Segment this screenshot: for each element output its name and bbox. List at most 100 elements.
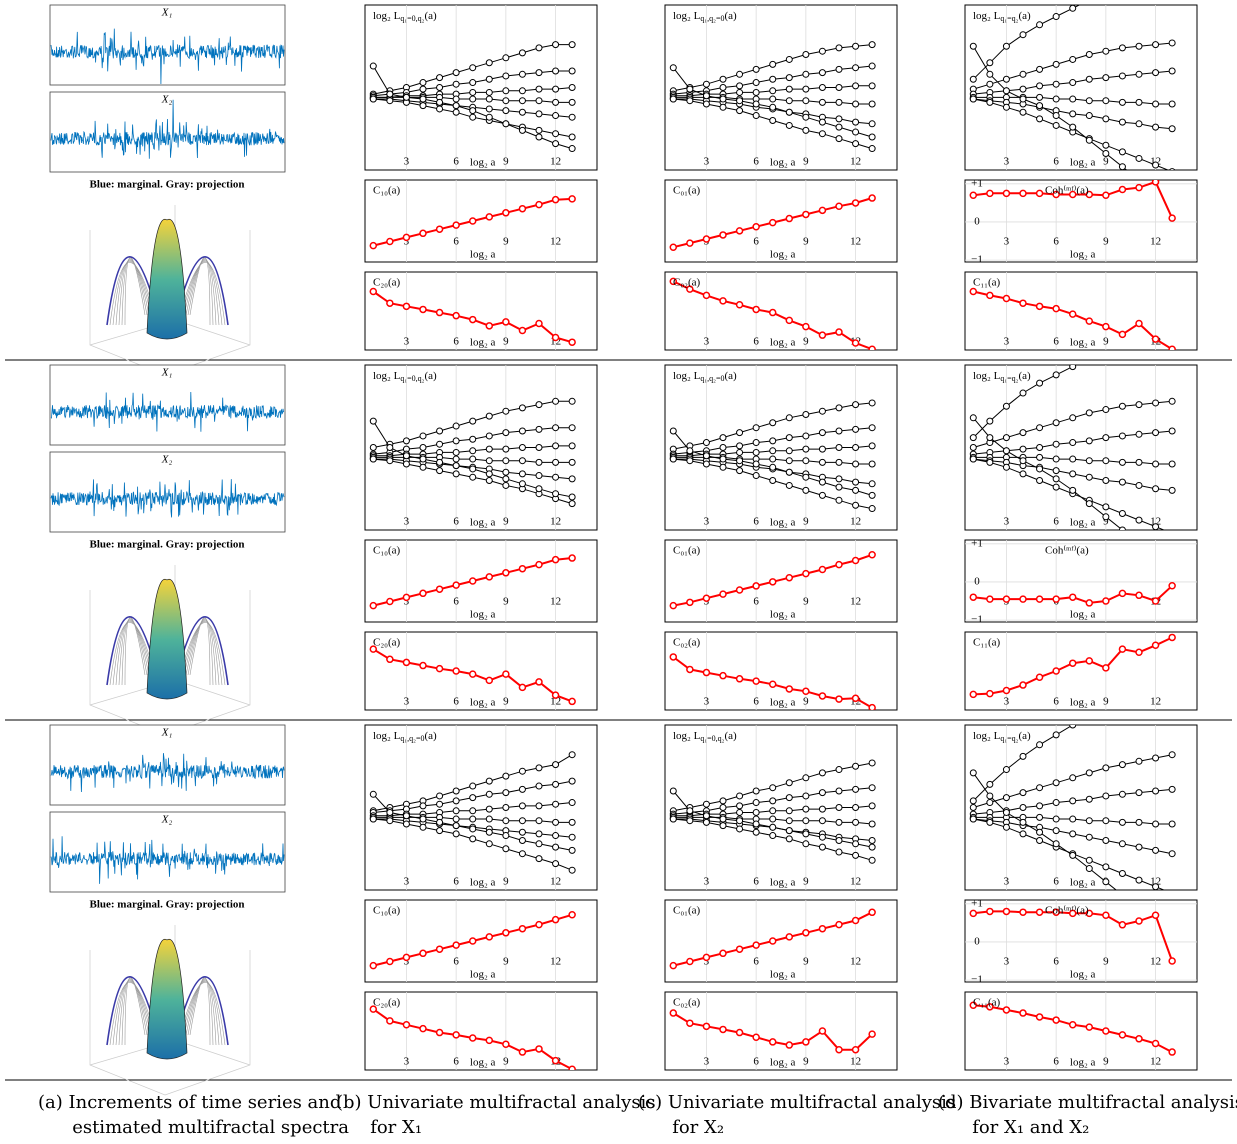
cumulant-curve-marker (435, 664, 444, 673)
x-axis-label: log₂ a (1070, 517, 1096, 529)
scaling-curve-marker (485, 828, 493, 836)
scaling-curve-marker (518, 457, 526, 465)
scaling-curve-marker (736, 442, 744, 450)
scaling-curve-marker (835, 848, 843, 856)
scaling-curve-marker (452, 102, 460, 110)
scaling-curve-marker (736, 808, 744, 816)
scaling-curve-marker (568, 846, 576, 854)
label-main: log₂ L (973, 370, 1001, 382)
cumulant-curve-marker (768, 680, 777, 689)
scaling-curve-marker (1086, 712, 1092, 718)
cumulant-curve-marker (435, 945, 444, 953)
y-tick-label: 0 (974, 215, 980, 227)
x-tick-label: 6 (1053, 956, 1059, 968)
scaling-curve-marker (1069, 830, 1077, 838)
scaling-curve-marker (686, 85, 694, 93)
scaling-curve-marker (1019, 108, 1027, 116)
scaling-curve-marker (402, 452, 410, 460)
x-tick-label: 12 (550, 596, 561, 608)
signal-frame (49, 811, 286, 893)
scaling-curve-marker (868, 843, 876, 851)
scaling-curve-marker (1135, 818, 1143, 826)
cumulant-curve-marker (686, 239, 694, 247)
scaling-curve-marker (1102, 115, 1110, 123)
x-tick-label: 3 (1004, 236, 1010, 248)
scaling-curve-marker (386, 444, 394, 451)
plot-area (369, 645, 576, 706)
scaling-curve-marker (868, 491, 876, 499)
scaling-curve-marker (736, 107, 744, 115)
x-tick-label: 3 (404, 156, 410, 168)
scaling-curve-marker (1019, 470, 1027, 478)
signal-trace (50, 391, 285, 432)
scaling-curve-marker (1168, 125, 1176, 133)
cumulant-curve-marker (818, 565, 827, 574)
cumulant-curve-marker (1118, 1031, 1127, 1039)
spectrum-illustration (89, 565, 251, 736)
scaling-curve-marker (1085, 409, 1093, 417)
scaling-curve-marker (1118, 510, 1126, 517)
cumulant-curve-marker (435, 308, 444, 317)
scaling-curve-marker (1019, 70, 1027, 78)
scaling-curve-marker (1052, 779, 1060, 787)
y-tick-label: 0 (974, 935, 980, 947)
scaling-curve-marker (535, 425, 543, 433)
spectrum-surface (146, 578, 188, 700)
scaling-curve-marker (552, 67, 560, 75)
scaling-curve-marker (1168, 820, 1176, 828)
y-tick-label: −1 (971, 254, 983, 266)
scaling-curve-marker (518, 87, 526, 95)
x-tick-label: 9 (803, 336, 809, 348)
panel-frame (664, 271, 898, 351)
scaling-curve-marker (485, 105, 493, 113)
cumulant-curve-marker (435, 585, 444, 593)
x-tick-label: 6 (1053, 156, 1059, 168)
signal-trace (50, 99, 285, 159)
projection-mesh (109, 982, 156, 1046)
scaling-curve-marker (568, 818, 576, 826)
scaling-curve-marker (1085, 769, 1093, 777)
cumulant-curve-marker (1019, 189, 1027, 198)
scaling-curve-marker (452, 807, 460, 815)
cumulant-curve-marker (1052, 304, 1060, 313)
cumulant-curve-marker (1019, 299, 1027, 307)
cumulant-curve-marker (735, 586, 744, 594)
x-tick-label: 3 (704, 336, 710, 348)
label-tail: (a) (424, 10, 437, 22)
scaling-curve-marker (719, 455, 727, 463)
scaling-curve-marker (1036, 82, 1044, 90)
scaling-curve-marker (419, 802, 427, 810)
cumulant-curve-marker (719, 671, 727, 680)
scaling-curve-marker (769, 455, 777, 463)
scaling-curve-marker (552, 800, 560, 808)
plot-area (669, 908, 876, 970)
panel-label: C₀₂(a) (673, 997, 701, 1009)
scaling-curve-marker (485, 432, 493, 440)
cumulant-curve-marker (752, 305, 760, 314)
cumulant-curve-marker (785, 685, 794, 693)
projection-mesh (115, 620, 152, 686)
x-axis-label: log₂ a (470, 337, 496, 349)
cumulant-curve-marker (419, 229, 427, 238)
scaling-curve-marker (452, 448, 460, 456)
cumulant-curve-marker (835, 920, 843, 929)
x-tick-label: 6 (1053, 516, 1059, 528)
x-tick-label: 12 (1150, 156, 1161, 168)
scaling-curve-marker (769, 784, 777, 792)
scaling-curve-marker (852, 100, 860, 108)
scaling-curve-marker (785, 97, 793, 105)
cumulant-curve-marker (986, 907, 994, 916)
x-tick-label: 6 (453, 956, 459, 968)
scaling-curve-marker (1069, 797, 1077, 805)
cumulant-curve-marker (518, 683, 527, 692)
label-main: log₂ L (673, 370, 701, 382)
scaling-curve-marker (686, 457, 694, 465)
label-main: log₂ L (673, 730, 701, 742)
cumulant-curve-marker (802, 1038, 810, 1046)
x-axis-label: log₂ a (470, 969, 496, 981)
cumulant-curve-marker (1151, 335, 1160, 343)
scaling-curve-marker (752, 439, 760, 447)
scaling-curve-marker (986, 434, 994, 442)
scaling-curve-marker (1019, 445, 1027, 453)
scaling-curve-marker (868, 480, 876, 488)
